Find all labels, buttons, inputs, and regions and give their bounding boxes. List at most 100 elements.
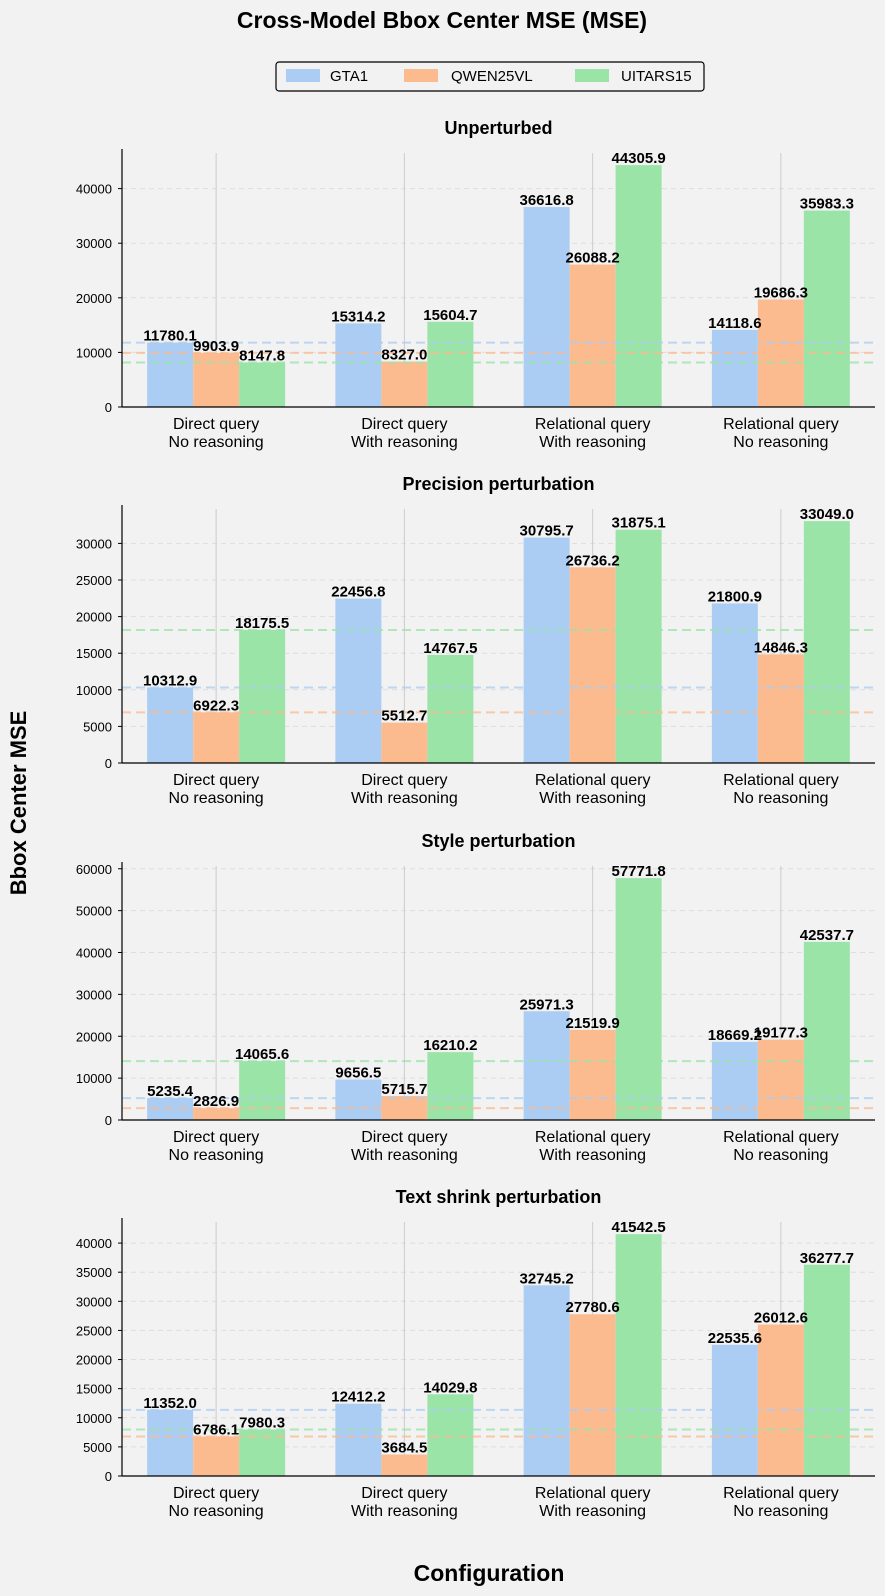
x-axis-label: Configuration — [414, 1560, 565, 1586]
data-label: 22456.8 — [331, 584, 385, 601]
y-tick-label: 30000 — [76, 536, 112, 551]
bar-uitars15 — [239, 1061, 286, 1120]
subplot-title: Text shrink perturbation — [396, 1187, 602, 1207]
data-label: 14065.6 — [235, 1046, 289, 1063]
x-tick-label: Direct query — [361, 772, 447, 789]
y-tick-label: 25000 — [76, 1323, 112, 1338]
data-label: 44305.9 — [612, 150, 666, 167]
bar-uitars15 — [615, 1234, 662, 1476]
bar-gta1 — [711, 329, 758, 407]
y-tick-label: 40000 — [76, 1236, 112, 1251]
bar-uitars15 — [615, 165, 662, 407]
data-label: 36616.8 — [520, 192, 574, 209]
data-label: 16210.2 — [423, 1037, 477, 1054]
y-tick-label: 40000 — [76, 946, 112, 961]
y-tick-label: 0 — [105, 400, 112, 415]
data-label: 6786.1 — [193, 1421, 239, 1438]
data-label: 5512.7 — [381, 708, 427, 725]
data-label: 25971.3 — [520, 996, 574, 1013]
bar-gta1 — [711, 603, 758, 763]
x-tick-label: Relational query — [723, 1129, 839, 1146]
x-tick-label: With reasoning — [351, 1147, 458, 1164]
subplot-title: Style perturbation — [421, 831, 575, 851]
data-label: 19177.3 — [754, 1025, 808, 1042]
data-label: 8147.8 — [239, 348, 285, 365]
y-tick-label: 0 — [105, 1113, 112, 1128]
y-tick-label: 10000 — [76, 1071, 112, 1086]
y-tick-label: 35000 — [76, 1265, 112, 1280]
y-tick-label: 5000 — [83, 1440, 112, 1455]
data-label: 15314.2 — [331, 308, 385, 325]
bar-uitars15 — [803, 521, 850, 763]
data-label: 33049.0 — [800, 506, 854, 523]
data-label: 26012.6 — [754, 1310, 808, 1327]
y-tick-label: 10000 — [76, 1411, 112, 1426]
data-label: 3684.5 — [381, 1440, 427, 1457]
x-tick-label: Direct query — [361, 1129, 447, 1146]
y-tick-label: 15000 — [76, 646, 112, 661]
bar-gta1 — [523, 207, 570, 407]
y-tick-label: 50000 — [76, 904, 112, 919]
bar-qwen25vl — [757, 1324, 804, 1476]
bar-uitars15 — [615, 878, 662, 1120]
data-label: 6922.3 — [193, 697, 239, 714]
y-tick-label: 0 — [105, 1469, 112, 1484]
data-label: 19686.3 — [754, 285, 808, 302]
data-label: 5235.4 — [147, 1083, 194, 1100]
bar-gta1 — [147, 1409, 194, 1476]
legend: GTA1 QWEN25VL UITARS15 — [275, 61, 705, 92]
x-tick-label: Relational query — [723, 772, 839, 789]
data-label: 9903.9 — [193, 338, 239, 355]
bar-qwen25vl — [381, 722, 428, 763]
y-tick-label: 15000 — [76, 1382, 112, 1397]
data-label: 8327.0 — [381, 347, 427, 364]
x-tick-label: Relational query — [535, 772, 651, 789]
data-label: 36277.7 — [800, 1250, 854, 1267]
y-tick-label: 20000 — [76, 1029, 112, 1044]
bar-gta1 — [335, 598, 382, 763]
y-tick-label: 40000 — [76, 182, 112, 197]
x-tick-label: No reasoning — [733, 790, 828, 807]
data-label: 5715.7 — [381, 1081, 427, 1098]
data-label: 10312.9 — [143, 673, 197, 690]
subplot-title: Unperturbed — [445, 118, 553, 138]
subplot-text-shrink-perturbation: Text shrink perturbation 0 5000 10000 15000 2… — [76, 1187, 875, 1520]
x-tick-label: Relational query — [535, 1485, 651, 1502]
legend-label-qwen25vl: QWEN25VL — [451, 68, 533, 85]
y-tick-label: 10000 — [76, 345, 112, 360]
data-label: 35983.3 — [800, 196, 854, 213]
x-tick-label: With reasoning — [351, 1503, 458, 1520]
y-tick-label: 0 — [105, 756, 112, 771]
bar-uitars15 — [427, 654, 474, 763]
data-label: 22535.6 — [708, 1330, 762, 1347]
legend-label-uitars15: UITARS15 — [621, 68, 692, 85]
x-tick-label: With reasoning — [539, 1503, 646, 1520]
y-axis-label: Bbox Center MSE — [6, 711, 31, 896]
legend-swatch-uitars15 — [575, 69, 609, 82]
y-tick-label: 20000 — [76, 291, 112, 306]
bar-qwen25vl — [569, 264, 616, 407]
y-tick-label: 60000 — [76, 862, 112, 877]
bar-gta1 — [711, 1041, 758, 1120]
y-tick-label: 10000 — [76, 683, 112, 698]
legend-label-gta1: GTA1 — [330, 68, 368, 85]
data-label: 12412.2 — [331, 1389, 385, 1406]
data-label: 27780.6 — [566, 1299, 620, 1316]
x-tick-label: Direct query — [361, 416, 447, 433]
bar-uitars15 — [803, 210, 850, 407]
data-label: 2826.9 — [193, 1093, 239, 1110]
x-tick-label: Direct query — [173, 416, 259, 433]
x-tick-label: No reasoning — [169, 790, 264, 807]
bar-gta1 — [335, 1079, 382, 1120]
bar-uitars15 — [427, 321, 474, 407]
bar-gta1 — [523, 1285, 570, 1476]
data-label: 42537.7 — [800, 927, 854, 944]
x-tick-label: Relational query — [723, 416, 839, 433]
x-tick-label: No reasoning — [169, 434, 264, 451]
x-tick-label: Relational query — [535, 1129, 651, 1146]
bar-uitars15 — [803, 1264, 850, 1476]
data-label: 57771.8 — [612, 863, 666, 880]
x-tick-label: No reasoning — [733, 1147, 828, 1164]
subplot-precision-perturbation: Precision perturbation 0 5000 10000 15000 200… — [76, 474, 875, 807]
